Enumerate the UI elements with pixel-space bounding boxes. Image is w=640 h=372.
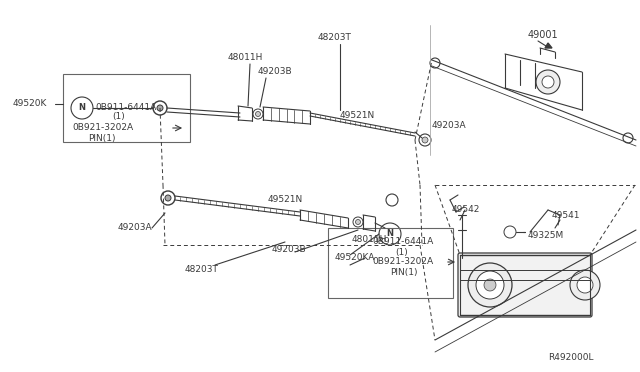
Polygon shape (545, 43, 552, 48)
Text: 49521N: 49521N (268, 196, 303, 205)
Text: 0B921-3202A: 0B921-3202A (372, 257, 433, 266)
Circle shape (355, 219, 360, 224)
Text: 48011H: 48011H (228, 54, 264, 62)
Text: 49203A: 49203A (432, 122, 467, 131)
FancyBboxPatch shape (458, 253, 592, 317)
Circle shape (430, 58, 440, 68)
Circle shape (536, 70, 560, 94)
Text: N: N (79, 103, 86, 112)
Text: 49203A: 49203A (118, 224, 152, 232)
Circle shape (255, 112, 260, 116)
Text: (1): (1) (112, 112, 125, 122)
Text: 49203B: 49203B (272, 246, 307, 254)
Circle shape (542, 76, 554, 88)
Text: 48203T: 48203T (318, 33, 352, 42)
Circle shape (476, 271, 504, 299)
Circle shape (157, 105, 163, 111)
Bar (63, 74, 190, 142)
Circle shape (570, 270, 600, 300)
Circle shape (379, 223, 401, 245)
Text: PIN(1): PIN(1) (88, 134, 115, 142)
Circle shape (253, 109, 263, 119)
Circle shape (161, 191, 175, 205)
Text: 49520KA: 49520KA (335, 253, 376, 263)
Circle shape (623, 133, 633, 143)
Text: 49001: 49001 (528, 30, 559, 40)
Text: 0B921-3202A: 0B921-3202A (72, 124, 133, 132)
Text: PIN(1): PIN(1) (390, 267, 417, 276)
Circle shape (353, 217, 363, 227)
Circle shape (153, 101, 167, 115)
Text: 49521N: 49521N (340, 112, 375, 121)
Text: R492000L: R492000L (548, 353, 593, 362)
Text: 49541: 49541 (552, 211, 580, 219)
Text: 49203B: 49203B (258, 67, 292, 77)
Text: 0B911-6441A: 0B911-6441A (372, 237, 433, 247)
Text: 49542: 49542 (452, 205, 481, 215)
Text: 49520K: 49520K (13, 99, 47, 109)
Text: (1): (1) (395, 247, 408, 257)
Circle shape (165, 195, 171, 201)
Bar (328, 228, 453, 298)
Circle shape (422, 137, 428, 143)
Circle shape (419, 134, 431, 146)
Text: 49325M: 49325M (528, 231, 564, 240)
Circle shape (484, 279, 496, 291)
Circle shape (71, 97, 93, 119)
Circle shape (386, 194, 398, 206)
Circle shape (577, 277, 593, 293)
Text: 48011H: 48011H (352, 235, 387, 244)
Circle shape (468, 263, 512, 307)
Text: 48203T: 48203T (185, 266, 219, 275)
Text: 0B911-6441A: 0B911-6441A (95, 103, 156, 112)
Text: N: N (387, 230, 394, 238)
Circle shape (504, 226, 516, 238)
